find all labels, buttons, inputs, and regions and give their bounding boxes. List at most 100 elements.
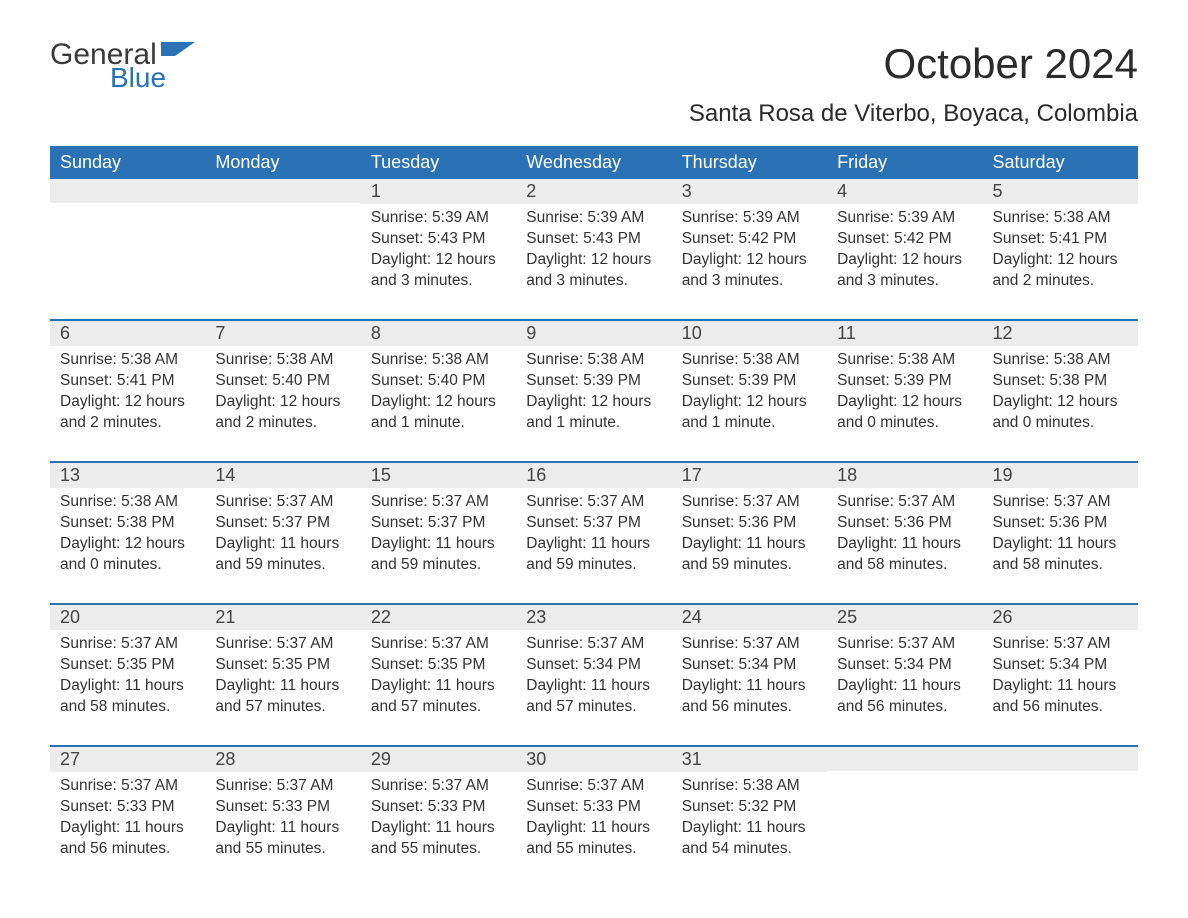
sunset-line: Sunset: 5:33 PM (215, 797, 350, 818)
day-number: 9 (516, 321, 671, 346)
day-body: Sunrise: 5:39 AMSunset: 5:43 PMDaylight:… (361, 204, 516, 298)
calendar-day: 6Sunrise: 5:38 AMSunset: 5:41 PMDaylight… (50, 321, 205, 449)
daylight-line: Daylight: 11 hours (837, 676, 972, 697)
day-body: Sunrise: 5:39 AMSunset: 5:42 PMDaylight:… (672, 204, 827, 298)
calendar-week: 13Sunrise: 5:38 AMSunset: 5:38 PMDayligh… (50, 461, 1138, 591)
sunrise-line: Sunrise: 5:37 AM (215, 776, 350, 797)
daylight-line: and 0 minutes. (60, 555, 195, 576)
sunset-line: Sunset: 5:33 PM (371, 797, 506, 818)
month-title: October 2024 (689, 40, 1138, 88)
day-number: 22 (361, 605, 516, 630)
sunrise-line: Sunrise: 5:38 AM (837, 350, 972, 371)
weekday-header: Wednesday (516, 146, 671, 179)
day-number: 18 (827, 463, 982, 488)
weekday-header: Monday (205, 146, 360, 179)
day-number: 25 (827, 605, 982, 630)
sunrise-line: Sunrise: 5:37 AM (371, 634, 506, 655)
daylight-line: Daylight: 11 hours (682, 534, 817, 555)
daylight-line: Daylight: 12 hours (526, 250, 661, 271)
sunrise-line: Sunrise: 5:37 AM (215, 634, 350, 655)
daylight-line: Daylight: 11 hours (215, 676, 350, 697)
day-number (983, 747, 1138, 771)
calendar-week: 1Sunrise: 5:39 AMSunset: 5:43 PMDaylight… (50, 179, 1138, 307)
sunset-line: Sunset: 5:35 PM (60, 655, 195, 676)
sunset-line: Sunset: 5:33 PM (60, 797, 195, 818)
day-number: 21 (205, 605, 360, 630)
day-number (50, 179, 205, 203)
day-number: 11 (827, 321, 982, 346)
daylight-line: and 0 minutes. (993, 413, 1128, 434)
day-number: 17 (672, 463, 827, 488)
sunset-line: Sunset: 5:36 PM (837, 513, 972, 534)
day-body: Sunrise: 5:37 AMSunset: 5:33 PMDaylight:… (361, 772, 516, 866)
calendar-day: 15Sunrise: 5:37 AMSunset: 5:37 PMDayligh… (361, 463, 516, 591)
daylight-line: and 1 minute. (526, 413, 661, 434)
day-body: Sunrise: 5:37 AMSunset: 5:37 PMDaylight:… (361, 488, 516, 582)
logo: General Blue (50, 40, 195, 92)
sunset-line: Sunset: 5:34 PM (526, 655, 661, 676)
daylight-line: Daylight: 11 hours (215, 818, 350, 839)
day-body (983, 771, 1138, 781)
day-body: Sunrise: 5:37 AMSunset: 5:36 PMDaylight:… (672, 488, 827, 582)
daylight-line: Daylight: 12 hours (60, 534, 195, 555)
daylight-line: and 55 minutes. (371, 839, 506, 860)
day-number: 20 (50, 605, 205, 630)
calendar-day: 4Sunrise: 5:39 AMSunset: 5:42 PMDaylight… (827, 179, 982, 307)
day-body: Sunrise: 5:37 AMSunset: 5:33 PMDaylight:… (50, 772, 205, 866)
sunset-line: Sunset: 5:43 PM (371, 229, 506, 250)
day-number: 8 (361, 321, 516, 346)
sunset-line: Sunset: 5:36 PM (682, 513, 817, 534)
daylight-line: and 54 minutes. (682, 839, 817, 860)
day-number: 30 (516, 747, 671, 772)
sunset-line: Sunset: 5:37 PM (526, 513, 661, 534)
sunset-line: Sunset: 5:37 PM (371, 513, 506, 534)
day-body: Sunrise: 5:38 AMSunset: 5:39 PMDaylight:… (827, 346, 982, 440)
calendar-day: 12Sunrise: 5:38 AMSunset: 5:38 PMDayligh… (983, 321, 1138, 449)
calendar-day (983, 747, 1138, 875)
day-number: 28 (205, 747, 360, 772)
sunset-line: Sunset: 5:33 PM (526, 797, 661, 818)
sunset-line: Sunset: 5:42 PM (837, 229, 972, 250)
sunrise-line: Sunrise: 5:37 AM (215, 492, 350, 513)
daylight-line: Daylight: 11 hours (371, 534, 506, 555)
sunrise-line: Sunrise: 5:38 AM (993, 350, 1128, 371)
sunrise-line: Sunrise: 5:37 AM (526, 776, 661, 797)
day-body: Sunrise: 5:37 AMSunset: 5:34 PMDaylight:… (983, 630, 1138, 724)
weekday-header-row: SundayMondayTuesdayWednesdayThursdayFrid… (50, 146, 1138, 179)
daylight-line: and 2 minutes. (215, 413, 350, 434)
day-number: 19 (983, 463, 1138, 488)
location-text: Santa Rosa de Viterbo, Boyaca, Colombia (689, 100, 1138, 128)
sunset-line: Sunset: 5:38 PM (60, 513, 195, 534)
daylight-line: and 55 minutes. (526, 839, 661, 860)
daylight-line: Daylight: 12 hours (371, 392, 506, 413)
daylight-line: and 3 minutes. (526, 271, 661, 292)
sunrise-line: Sunrise: 5:38 AM (215, 350, 350, 371)
sunset-line: Sunset: 5:39 PM (837, 371, 972, 392)
sunset-line: Sunset: 5:39 PM (526, 371, 661, 392)
sunset-line: Sunset: 5:37 PM (215, 513, 350, 534)
daylight-line: Daylight: 11 hours (60, 818, 195, 839)
sunrise-line: Sunrise: 5:37 AM (371, 492, 506, 513)
day-body: Sunrise: 5:37 AMSunset: 5:34 PMDaylight:… (516, 630, 671, 724)
daylight-line: Daylight: 11 hours (60, 676, 195, 697)
day-body: Sunrise: 5:38 AMSunset: 5:41 PMDaylight:… (983, 204, 1138, 298)
daylight-line: Daylight: 11 hours (526, 818, 661, 839)
weekday-header: Friday (827, 146, 982, 179)
daylight-line: and 58 minutes. (60, 697, 195, 718)
sunset-line: Sunset: 5:35 PM (371, 655, 506, 676)
day-number: 1 (361, 179, 516, 204)
calendar-day: 30 Sunrise: 5:37 AMSunset: 5:33 PMDayligh… (516, 747, 671, 875)
sunset-line: Sunset: 5:42 PM (682, 229, 817, 250)
sunset-line: Sunset: 5:43 PM (526, 229, 661, 250)
sunset-line: Sunset: 5:34 PM (993, 655, 1128, 676)
daylight-line: Daylight: 12 hours (993, 392, 1128, 413)
sunrise-line: Sunrise: 5:37 AM (682, 634, 817, 655)
day-body: Sunrise: 5:37 AMSunset: 5:35 PMDaylight:… (361, 630, 516, 724)
weeks-container: 1Sunrise: 5:39 AMSunset: 5:43 PMDaylight… (50, 179, 1138, 875)
daylight-line: Daylight: 11 hours (215, 534, 350, 555)
calendar-day: 10Sunrise: 5:38 AMSunset: 5:39 PMDayligh… (672, 321, 827, 449)
day-body (827, 771, 982, 781)
calendar-week: 6Sunrise: 5:38 AMSunset: 5:41 PMDaylight… (50, 319, 1138, 449)
sunset-line: Sunset: 5:41 PM (60, 371, 195, 392)
daylight-line: Daylight: 11 hours (993, 534, 1128, 555)
